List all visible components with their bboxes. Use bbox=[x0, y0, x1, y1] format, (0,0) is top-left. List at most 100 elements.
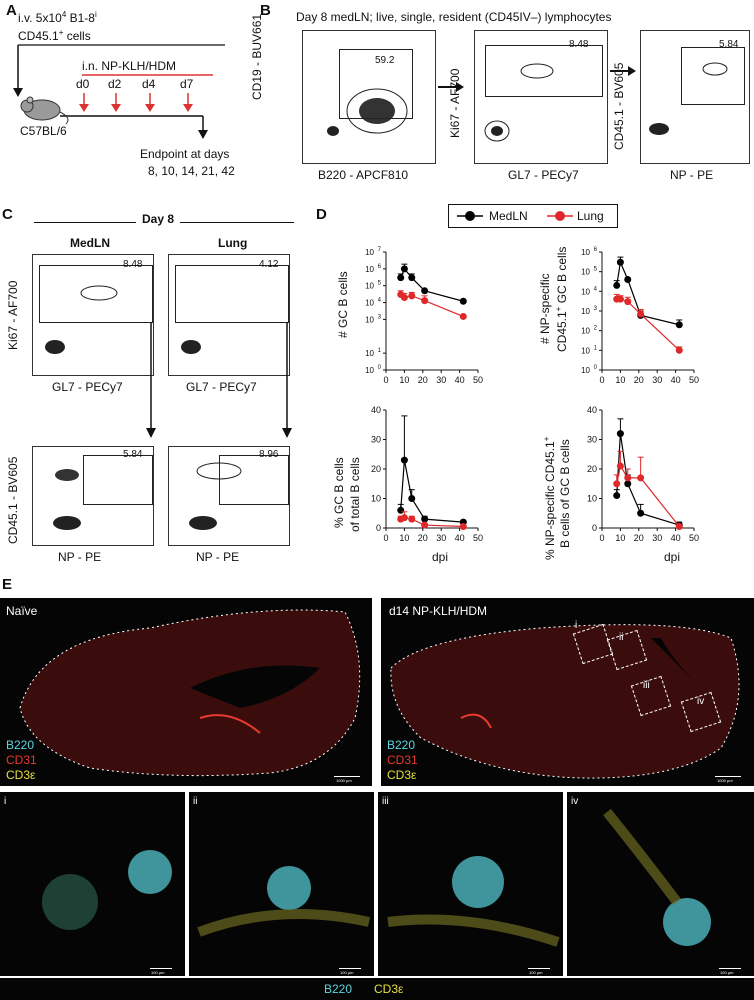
x-tick-label: 50 bbox=[689, 375, 699, 385]
data-point-lung bbox=[459, 523, 467, 531]
data-point-lung bbox=[421, 297, 429, 305]
y-tick-label: 30 bbox=[587, 435, 597, 445]
x-tick-label: 40 bbox=[455, 375, 465, 385]
x-tick-label: 30 bbox=[652, 533, 662, 543]
data-point-medln bbox=[400, 265, 408, 273]
treatment-label: i.n. NP-KLH/HDM bbox=[82, 59, 177, 73]
chart-gc-count: 0 10 20 30 40 50 10 0 10 1 10 3 10 4 10 5 10 6 10 7 bbox=[365, 247, 483, 385]
gate-value-b2: 8.48 bbox=[569, 39, 589, 50]
y-tick-exp: 3 bbox=[378, 314, 382, 320]
data-point-lung bbox=[421, 521, 429, 529]
panel-b-title: Day 8 medLN; live, single, resident (CD4… bbox=[296, 10, 612, 24]
x-tick-label: 40 bbox=[455, 533, 465, 543]
ylabel-d3b: of total B cells bbox=[348, 457, 362, 532]
data-point-lung bbox=[408, 292, 416, 300]
data-point-medln bbox=[459, 297, 467, 305]
data-point-medln bbox=[624, 480, 632, 488]
panel-c-col2: Lung bbox=[218, 236, 248, 250]
y-tick-exp: 5 bbox=[378, 281, 382, 287]
data-point-lung bbox=[613, 480, 621, 488]
y-tick-label: 10 bbox=[581, 327, 590, 336]
x-tick-label: 10 bbox=[399, 533, 409, 543]
chart-np-pct: 0 10 20 30 40 50 0 10 20 30 40 bbox=[587, 405, 699, 543]
series-line-medln bbox=[400, 460, 464, 523]
title-naive: Naïve bbox=[6, 604, 38, 618]
x-tick-label: 20 bbox=[418, 533, 428, 543]
y-tick-exp: 6 bbox=[378, 264, 382, 270]
flow-plot-c4: 8.96 bbox=[168, 446, 290, 546]
data-point-lung bbox=[400, 514, 408, 522]
lung-image-d14: d14 NP-KLH/HDM i ii iii iv B220 CD31 CD3… bbox=[381, 598, 754, 786]
data-point-medln bbox=[397, 506, 405, 514]
x-tick-label: 10 bbox=[615, 533, 625, 543]
data-point-lung bbox=[624, 298, 632, 306]
roi-label-iv: iv bbox=[697, 696, 705, 707]
y-tick-exp: 0 bbox=[594, 365, 598, 371]
gate-b2 bbox=[485, 45, 603, 97]
marker-b220-d14: B220 bbox=[387, 738, 416, 752]
panel-d-letter: D bbox=[316, 206, 327, 223]
ylabel-d4b: B cells of GC B cells bbox=[558, 439, 572, 548]
gate-value-c3: 5.84 bbox=[123, 449, 143, 460]
legend-lung: Lung bbox=[577, 209, 604, 223]
y-tick-label: 30 bbox=[371, 435, 381, 445]
arrow-b2 bbox=[610, 66, 636, 76]
y-tick-label: 0 bbox=[592, 523, 597, 533]
data-point-medln bbox=[613, 492, 621, 500]
xlabel-c2: GL7 - PECy7 bbox=[186, 380, 257, 394]
panel-b-letter: B bbox=[260, 2, 271, 19]
data-point-lung bbox=[675, 523, 683, 531]
scalebar-d14-label: 1000 µm bbox=[717, 778, 733, 783]
title-d14: d14 NP-KLH/HDM bbox=[389, 604, 488, 618]
data-point-medln bbox=[613, 281, 621, 289]
marker-cd3-d14: CD3ε bbox=[387, 768, 417, 782]
x-tick-label: 0 bbox=[383, 375, 388, 385]
y-tick-label: 0 bbox=[376, 523, 381, 533]
zoom-scalebar-iv: 100 µm bbox=[720, 970, 734, 975]
gate-value-c4: 8.96 bbox=[259, 449, 279, 460]
endpoint-line1: Endpoint at days bbox=[140, 147, 230, 161]
y-tick-label: 10 bbox=[365, 248, 374, 257]
footer-b220: B220 bbox=[324, 982, 353, 996]
marker-cd31-d14: CD31 bbox=[387, 753, 418, 767]
data-point-lung bbox=[616, 295, 624, 303]
y-tick-label: 10 bbox=[581, 366, 590, 375]
data-point-lung bbox=[624, 474, 632, 482]
roi-label-iii: iii bbox=[643, 680, 650, 691]
y-tick-label: 10 bbox=[581, 248, 590, 257]
data-point-medln bbox=[400, 456, 408, 464]
x-tick-label: 20 bbox=[634, 375, 644, 385]
x-tick-label: 0 bbox=[599, 533, 604, 543]
x-tick-label: 40 bbox=[671, 533, 681, 543]
y-tick-label: 20 bbox=[371, 464, 381, 474]
scalebar-d14 bbox=[715, 776, 741, 777]
timeline-diagram bbox=[13, 44, 225, 139]
endpoint-line2: 8, 10, 14, 21, 42 bbox=[148, 164, 235, 178]
marker-cd31-naive: CD31 bbox=[6, 753, 37, 767]
data-point-lung bbox=[637, 310, 645, 318]
footer-cd3: CD3ε bbox=[374, 982, 404, 996]
ylabel-c-bottom: CD45.1 - BV605 bbox=[6, 456, 20, 544]
mouse-icon bbox=[20, 96, 69, 125]
panel-c-letter: C bbox=[2, 206, 13, 223]
y-tick-label: 10 bbox=[365, 315, 374, 324]
ylabel-d4a: % NP-specific CD45.1+ bbox=[542, 436, 557, 560]
y-tick-label: 10 bbox=[371, 494, 381, 504]
data-point-medln bbox=[408, 495, 416, 502]
zoom-label-iii: iii bbox=[382, 796, 389, 807]
x-tick-label: 30 bbox=[652, 375, 662, 385]
zoom-image-iv: iv 100 µm bbox=[567, 792, 754, 976]
flow-plot-c3: 5.84 bbox=[32, 446, 154, 546]
zoom-scalebar-i: 100 µm bbox=[151, 970, 165, 975]
gate-c3 bbox=[83, 455, 153, 505]
ylabel-d1: # GC B cells bbox=[336, 271, 350, 338]
series-line-lung bbox=[616, 298, 680, 351]
zoom-label-i: i bbox=[4, 796, 7, 807]
gate-b3 bbox=[681, 47, 745, 105]
data-point-medln bbox=[637, 509, 645, 517]
x-tick-label: 10 bbox=[399, 375, 409, 385]
chart-gc-pct: 0 10 20 30 40 50 0 10 20 30 40 bbox=[371, 405, 483, 543]
roi-label-i: i bbox=[575, 620, 578, 631]
ylabel-b2: Ki67 - AF700 bbox=[448, 68, 462, 138]
flow-plot-c2: 4.12 bbox=[168, 254, 290, 376]
